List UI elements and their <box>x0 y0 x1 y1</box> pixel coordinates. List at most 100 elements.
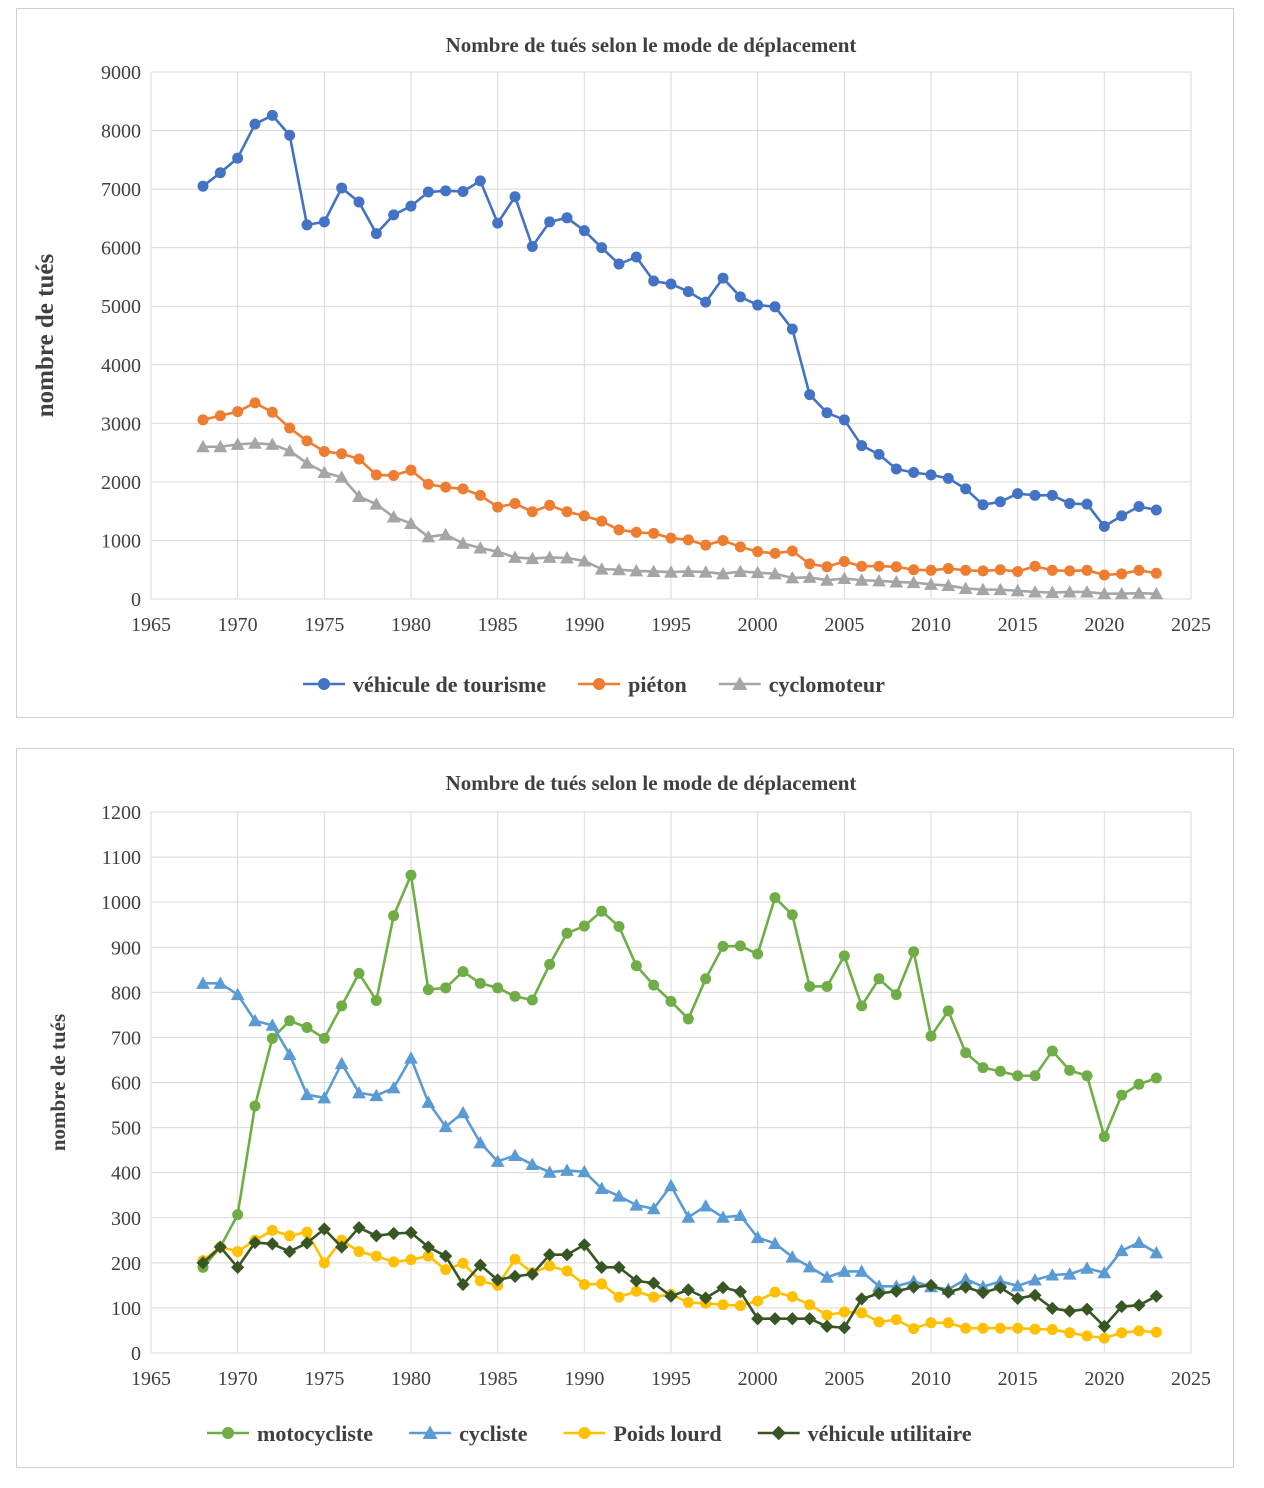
data-point <box>596 242 608 254</box>
data-point <box>1080 585 1094 598</box>
data-point <box>301 1021 313 1033</box>
data-point <box>837 571 852 585</box>
data-point <box>856 1307 868 1319</box>
series-line-véhicule utilitaire <box>202 1226 1157 1330</box>
data-point <box>786 1291 798 1303</box>
data-point <box>630 1285 642 1297</box>
x-tick-label: 1980 <box>391 614 431 636</box>
data-point <box>231 1260 245 1274</box>
data-point <box>821 980 833 992</box>
data-point <box>1081 1070 1093 1082</box>
data-point <box>492 982 504 994</box>
data-point <box>1150 1072 1162 1084</box>
series-piéton <box>197 397 1162 581</box>
data-point <box>700 539 712 551</box>
data-point <box>994 564 1006 576</box>
data-point <box>404 516 418 529</box>
data-point <box>613 921 625 933</box>
data-point <box>509 191 521 203</box>
data-point <box>889 575 904 588</box>
y-tick-label: 2000 <box>101 472 141 494</box>
data-point <box>509 1253 521 1265</box>
data-point <box>266 1224 278 1236</box>
data-point <box>717 940 729 952</box>
data-point <box>405 464 417 476</box>
data-point <box>282 1047 297 1061</box>
data-point <box>908 946 920 958</box>
data-point <box>768 566 782 580</box>
data-point <box>872 573 886 587</box>
data-point <box>612 562 626 576</box>
data-point <box>301 1226 313 1238</box>
data-point <box>630 251 642 263</box>
data-point <box>1132 586 1146 599</box>
x-tick-label: 1970 <box>218 614 258 636</box>
data-point <box>1114 1243 1129 1257</box>
data-point <box>872 1286 886 1301</box>
data-point <box>1028 585 1042 598</box>
data-point <box>1097 1319 1111 1334</box>
x-tick-label: 2000 <box>738 1368 778 1390</box>
data-point <box>232 1246 244 1258</box>
legend-item-Poids lourd: Poids lourd <box>563 1421 722 1446</box>
data-point <box>1012 1322 1024 1334</box>
data-point <box>1010 583 1025 597</box>
data-point <box>630 960 642 972</box>
data-point <box>612 1189 626 1202</box>
data-point <box>578 510 590 522</box>
legend-label: Poids lourd <box>613 1421 721 1446</box>
data-point <box>681 564 696 577</box>
legend-marker <box>222 1427 234 1439</box>
data-point <box>942 1317 954 1329</box>
data-point <box>977 1062 989 1074</box>
data-point <box>561 1265 573 1277</box>
data-point <box>318 216 330 228</box>
x-tick-label: 1965 <box>131 1368 171 1390</box>
data-point <box>490 544 505 558</box>
data-point <box>526 994 538 1006</box>
data-point <box>664 1289 678 1303</box>
data-point <box>266 1032 278 1044</box>
data-point <box>682 1013 694 1025</box>
data-point <box>752 299 764 311</box>
data-point <box>1149 1246 1164 1259</box>
data-point <box>820 573 834 586</box>
data-point <box>960 483 972 495</box>
data-point <box>1029 1323 1041 1335</box>
data-point <box>733 1285 747 1299</box>
data-point <box>1064 565 1076 577</box>
data-point <box>473 541 488 554</box>
data-point <box>960 1047 972 1059</box>
y-tick-label: 1000 <box>101 530 141 552</box>
data-point <box>700 973 712 985</box>
series-cyclomoteur <box>196 436 1164 600</box>
data-point <box>629 1274 643 1288</box>
data-point <box>1150 504 1162 516</box>
data-point <box>386 510 401 523</box>
data-point <box>769 892 781 904</box>
data-point <box>300 1236 314 1250</box>
data-point <box>768 1312 782 1326</box>
data-point <box>1116 1089 1128 1101</box>
data-point <box>352 1221 366 1235</box>
data-point <box>717 272 729 284</box>
data-point <box>873 1316 885 1328</box>
data-point <box>1132 1298 1146 1312</box>
data-point <box>422 1250 434 1262</box>
data-point <box>265 1237 279 1251</box>
data-point <box>1098 569 1110 581</box>
series-véhicule de tourisme <box>197 109 1162 532</box>
x-tick-label: 1980 <box>391 1368 431 1390</box>
data-point <box>960 564 972 576</box>
data-point <box>440 185 452 197</box>
data-point <box>1046 489 1058 501</box>
data-point <box>664 565 678 578</box>
data-point <box>804 980 816 992</box>
data-point <box>646 1201 661 1215</box>
legend-marker <box>732 676 748 690</box>
data-point <box>906 575 921 589</box>
data-point <box>1080 1302 1094 1316</box>
data-point <box>977 499 989 511</box>
data-point <box>456 1105 470 1119</box>
data-point <box>1133 1078 1145 1090</box>
